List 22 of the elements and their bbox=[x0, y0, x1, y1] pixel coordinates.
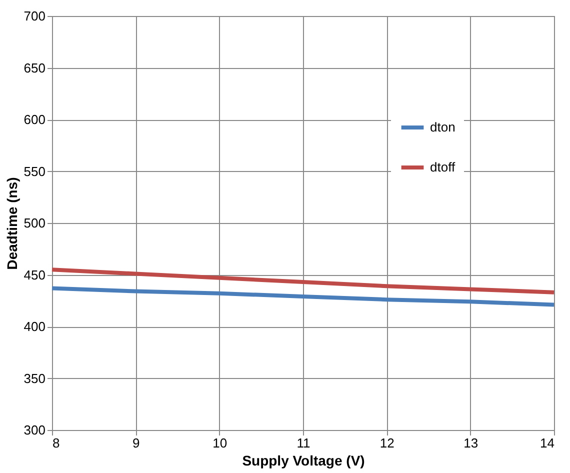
x-axis-title: Supply Voltage (V) bbox=[242, 452, 365, 468]
y-tick-label: 350 bbox=[24, 370, 46, 386]
y-tick-label: 500 bbox=[24, 216, 46, 230]
line-series bbox=[50, 268, 556, 294]
x-tick-label: 8 bbox=[52, 436, 60, 450]
x-tick-label: 9 bbox=[132, 436, 140, 450]
y-tick-label: 400 bbox=[24, 319, 46, 334]
legend-label: dtoff bbox=[430, 160, 456, 174]
x-tick-label: 10 bbox=[212, 436, 228, 450]
line-series bbox=[50, 286, 556, 307]
y-tick-label: 650 bbox=[24, 60, 46, 76]
y-tick-label: 700 bbox=[24, 8, 46, 24]
y-tick-label: 550 bbox=[24, 164, 46, 179]
x-tick-label: 12 bbox=[380, 436, 394, 450]
y-axis-title: Deadtime (ns) bbox=[4, 177, 20, 270]
legend-label: dton bbox=[430, 120, 456, 134]
x-tick-label: 13 bbox=[464, 436, 478, 450]
x-tick-label: 14 bbox=[540, 436, 554, 450]
x-tick-label: 11 bbox=[296, 436, 310, 450]
y-tick-label: 600 bbox=[24, 112, 46, 127]
y-tick-label: 450 bbox=[24, 267, 46, 282]
y-tick-label: 300 bbox=[24, 422, 46, 438]
